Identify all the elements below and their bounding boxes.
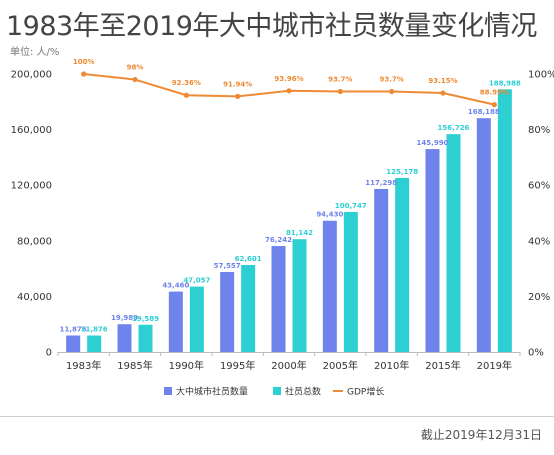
y-left-tick-label: 0: [46, 348, 52, 359]
gdp-point-label: 93.96%: [274, 75, 303, 83]
bar-total-members: [343, 211, 358, 352]
gdp-point: [81, 71, 87, 77]
legend-label-city-members: 大中城市社员数量: [176, 386, 248, 398]
x-tick-label: 1995年: [220, 359, 255, 372]
bar-label-city-members: 76,242: [265, 236, 292, 244]
gdp-point: [183, 92, 189, 98]
y-right-tick-label: 60%: [528, 181, 550, 192]
bar-total-members: [497, 89, 512, 353]
gdp-point: [491, 102, 497, 108]
bar-city-members: [322, 220, 337, 352]
y-left-tick-label: 40,000: [17, 292, 52, 303]
gdp-point-label: 100%: [73, 58, 95, 66]
bar-total-members: [138, 324, 153, 352]
y-right-tick-label: 100%: [528, 70, 554, 81]
bar-label-city-members: 57,557: [214, 262, 241, 270]
bar-total-members: [241, 264, 256, 352]
bar-label-total-members: 156,726: [438, 124, 470, 132]
gdp-point-label: 93.15%: [428, 77, 457, 85]
y-right-tick-label: 40%: [528, 236, 550, 247]
gdp-point-label: 98%: [127, 64, 144, 72]
x-tick-label: 2015年: [425, 359, 460, 372]
gdp-point-label: 93.7%: [380, 76, 404, 84]
legend-label-total-members: 社员总数: [285, 386, 321, 398]
bar-city-members: [271, 246, 286, 352]
bar-total-members: [395, 178, 410, 352]
bar-total-members: [189, 286, 204, 352]
gdp-point: [440, 90, 446, 96]
bar-label-total-members: 125,178: [386, 168, 418, 176]
gdp-point-label: 91.94%: [223, 80, 252, 88]
bar-label-total-members: 62,601: [235, 255, 262, 263]
y-left-tick-label: 120,000: [11, 181, 52, 192]
unit-label: 单位: 人/%: [10, 47, 60, 58]
combo-chart: 0 40,000 80,000 120,000 160,000 200,000 0% 20% 4…: [11, 58, 554, 398]
bar-city-members: [117, 324, 132, 352]
y-right-tick-label: 0%: [528, 348, 544, 359]
gdp-point: [389, 88, 395, 95]
gdp-point-label: 93.7%: [328, 76, 352, 84]
x-tick-label: 2019年: [477, 359, 512, 372]
bar-label-city-members: 11,876: [60, 325, 87, 333]
bar-label-city-members: 117,298: [365, 179, 397, 187]
legend-label-gdp: GDP增长: [347, 386, 384, 398]
gdp-point-label: 92.36%: [172, 79, 201, 87]
y-right-tick-label: 20%: [528, 292, 550, 303]
bar-total-members: [87, 335, 102, 352]
x-tick-label: 2005年: [323, 359, 358, 372]
bar-label-total-members: 11,876: [81, 325, 108, 333]
y-left-tick-label: 80,000: [17, 236, 52, 247]
footer-divider: [0, 416, 554, 417]
bar-label-total-members: 188,988: [489, 79, 521, 87]
footnote: 截止2019年12月31日: [420, 428, 542, 442]
gdp-point: [132, 76, 138, 83]
x-tick-label: 1983年: [66, 359, 101, 372]
chart-title: 1983年至2019年大中城市社员数量变化情况: [6, 11, 537, 42]
y-left-tick-label: 160,000: [11, 125, 52, 136]
bar-label-total-members: 81,142: [286, 229, 313, 237]
bar-label-total-members: 19,589: [132, 315, 159, 323]
bar-label-city-members: 94,430: [316, 211, 343, 219]
bar-label-city-members: 19,989: [111, 314, 138, 322]
x-tick-label: 1990年: [169, 359, 204, 372]
legend-swatch-total-members: [273, 387, 281, 395]
gdp-point-label: 88.99%: [480, 89, 509, 97]
bar-city-members: [374, 188, 389, 352]
y-left-tick-label: 200,000: [11, 70, 52, 81]
bar-city-members: [66, 335, 81, 352]
bar-city-members: [476, 118, 491, 352]
gdp-point: [235, 93, 241, 100]
gdp-point: [337, 88, 343, 95]
bar-label-total-members: 47,057: [183, 277, 210, 285]
bar-city-members: [425, 149, 440, 352]
bar-city-members: [168, 291, 183, 352]
bar-label-total-members: 100,747: [335, 202, 367, 210]
bar-label-city-members: 168,188: [468, 108, 500, 116]
x-tick-label: 2000年: [271, 359, 306, 372]
y-right-tick-label: 80%: [528, 125, 550, 136]
bar-total-members: [292, 239, 307, 352]
legend-swatch-city-members: [164, 387, 172, 395]
bar-total-members: [446, 134, 461, 352]
bar-label-city-members: 43,460: [162, 282, 189, 290]
gdp-point: [286, 88, 292, 94]
bar-label-city-members: 145,990: [417, 139, 449, 147]
x-tick-label: 2010年: [374, 359, 409, 372]
x-tick-label: 1985年: [117, 359, 152, 372]
bar-city-members: [220, 271, 235, 352]
